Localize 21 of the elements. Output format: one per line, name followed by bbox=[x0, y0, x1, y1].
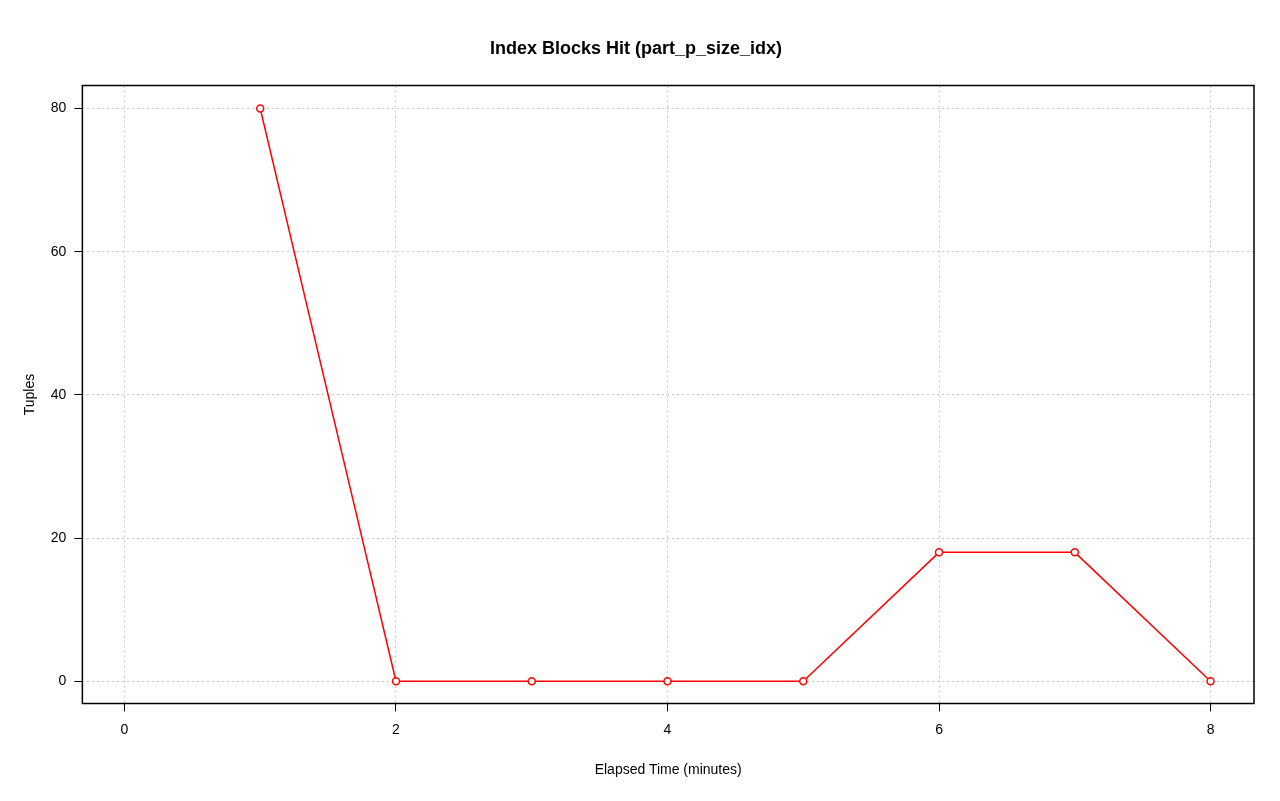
point bbox=[391, 676, 401, 686]
x-tick-label: 2 bbox=[392, 720, 401, 737]
point bbox=[1206, 676, 1215, 686]
x-tick-label: 6 bbox=[935, 720, 944, 737]
x-tick-label: 4 bbox=[663, 720, 672, 737]
y-tick-label: 80 bbox=[50, 99, 67, 116]
point bbox=[663, 676, 672, 686]
point bbox=[934, 548, 944, 557]
x-tick-label: 0 bbox=[120, 720, 129, 737]
y-axis-title: Tuples bbox=[21, 373, 38, 416]
chart-title: Index Blocks Hit (part_p_size_idx) bbox=[489, 37, 783, 58]
y-tick-label: 20 bbox=[50, 528, 67, 545]
x-tick-label: 8 bbox=[1206, 720, 1215, 737]
point bbox=[1070, 548, 1080, 557]
point bbox=[255, 104, 265, 113]
point bbox=[527, 676, 536, 686]
y-tick-label: 0 bbox=[58, 672, 67, 689]
y-tick-label: 40 bbox=[50, 385, 67, 402]
point bbox=[799, 676, 808, 686]
y-tick-label: 60 bbox=[50, 242, 67, 259]
x-axis-title: Elapsed Time (minutes) bbox=[594, 761, 742, 778]
